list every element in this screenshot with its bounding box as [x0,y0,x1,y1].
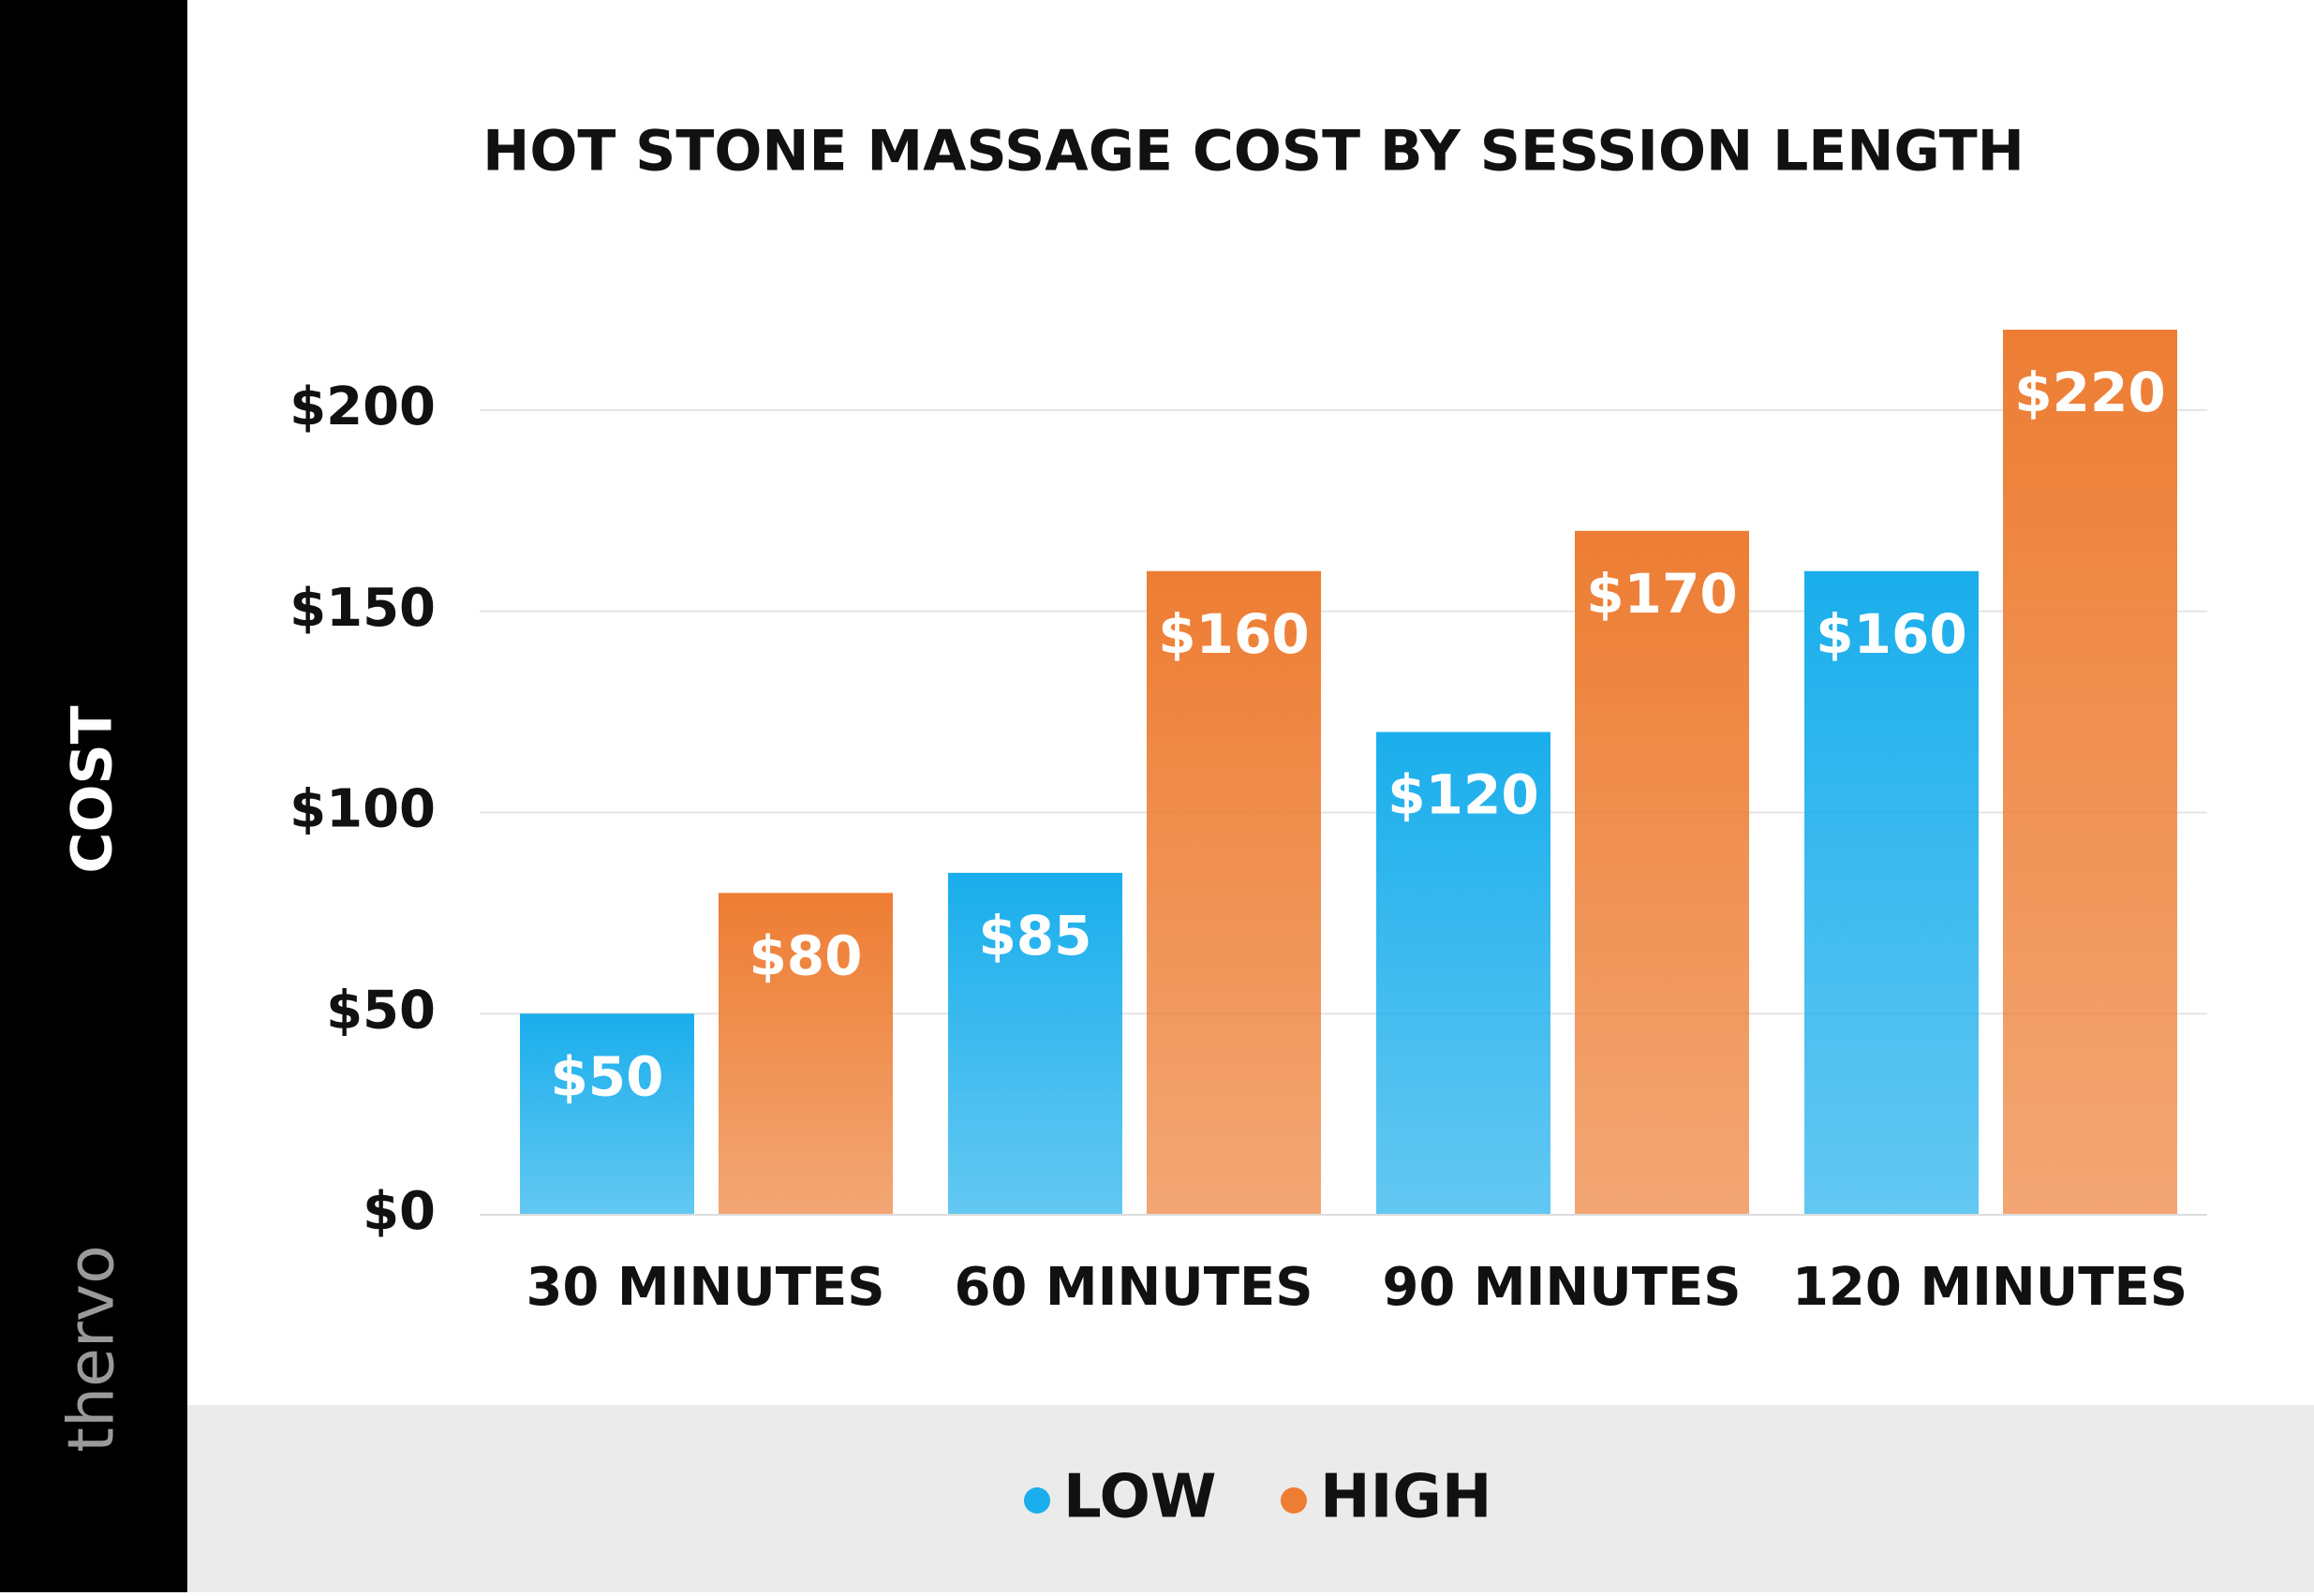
x-tick-label: 60 MINUTES [954,1257,1313,1318]
legend-band [187,1405,2314,1592]
bar [948,872,1122,1215]
y-axis-label: COST [60,705,126,873]
bar [2003,330,2177,1215]
x-tick-label: 30 MINUTES [526,1257,884,1318]
y-tick-label: $200 [289,377,436,437]
side-bar [0,0,187,1592]
value-label: $50 [550,1044,663,1108]
value-label: $120 [1387,763,1538,827]
bar [1575,530,1749,1215]
legend-marker [1024,1487,1050,1514]
value-label: $170 [1586,562,1737,626]
legend-label: LOW [1063,1463,1217,1532]
value-label: $160 [1158,602,1309,666]
bar [1376,732,1550,1215]
chart-title: HOT STONE MASSAGE COST BY SESSION LENGTH [482,119,2025,185]
brand-logo: thervo [55,1245,129,1452]
x-tick-label: 120 MINUTES [1792,1257,2188,1318]
value-label: $85 [978,904,1091,968]
y-tick-label: $150 [289,578,436,639]
bar [1147,570,1321,1215]
y-tick-label: $100 [289,779,436,840]
y-tick-label: $50 [326,980,436,1041]
bar [719,893,893,1215]
value-label: $80 [749,924,862,987]
y-tick-label: $0 [363,1181,436,1242]
legend-label: HIGH [1320,1463,1491,1532]
x-tick-label: 90 MINUTES [1382,1257,1741,1318]
bar [520,1013,694,1215]
legend-marker [1281,1487,1307,1514]
value-label: $160 [1816,602,1966,666]
value-label: $220 [2014,361,2165,424]
bar [1804,570,1979,1215]
